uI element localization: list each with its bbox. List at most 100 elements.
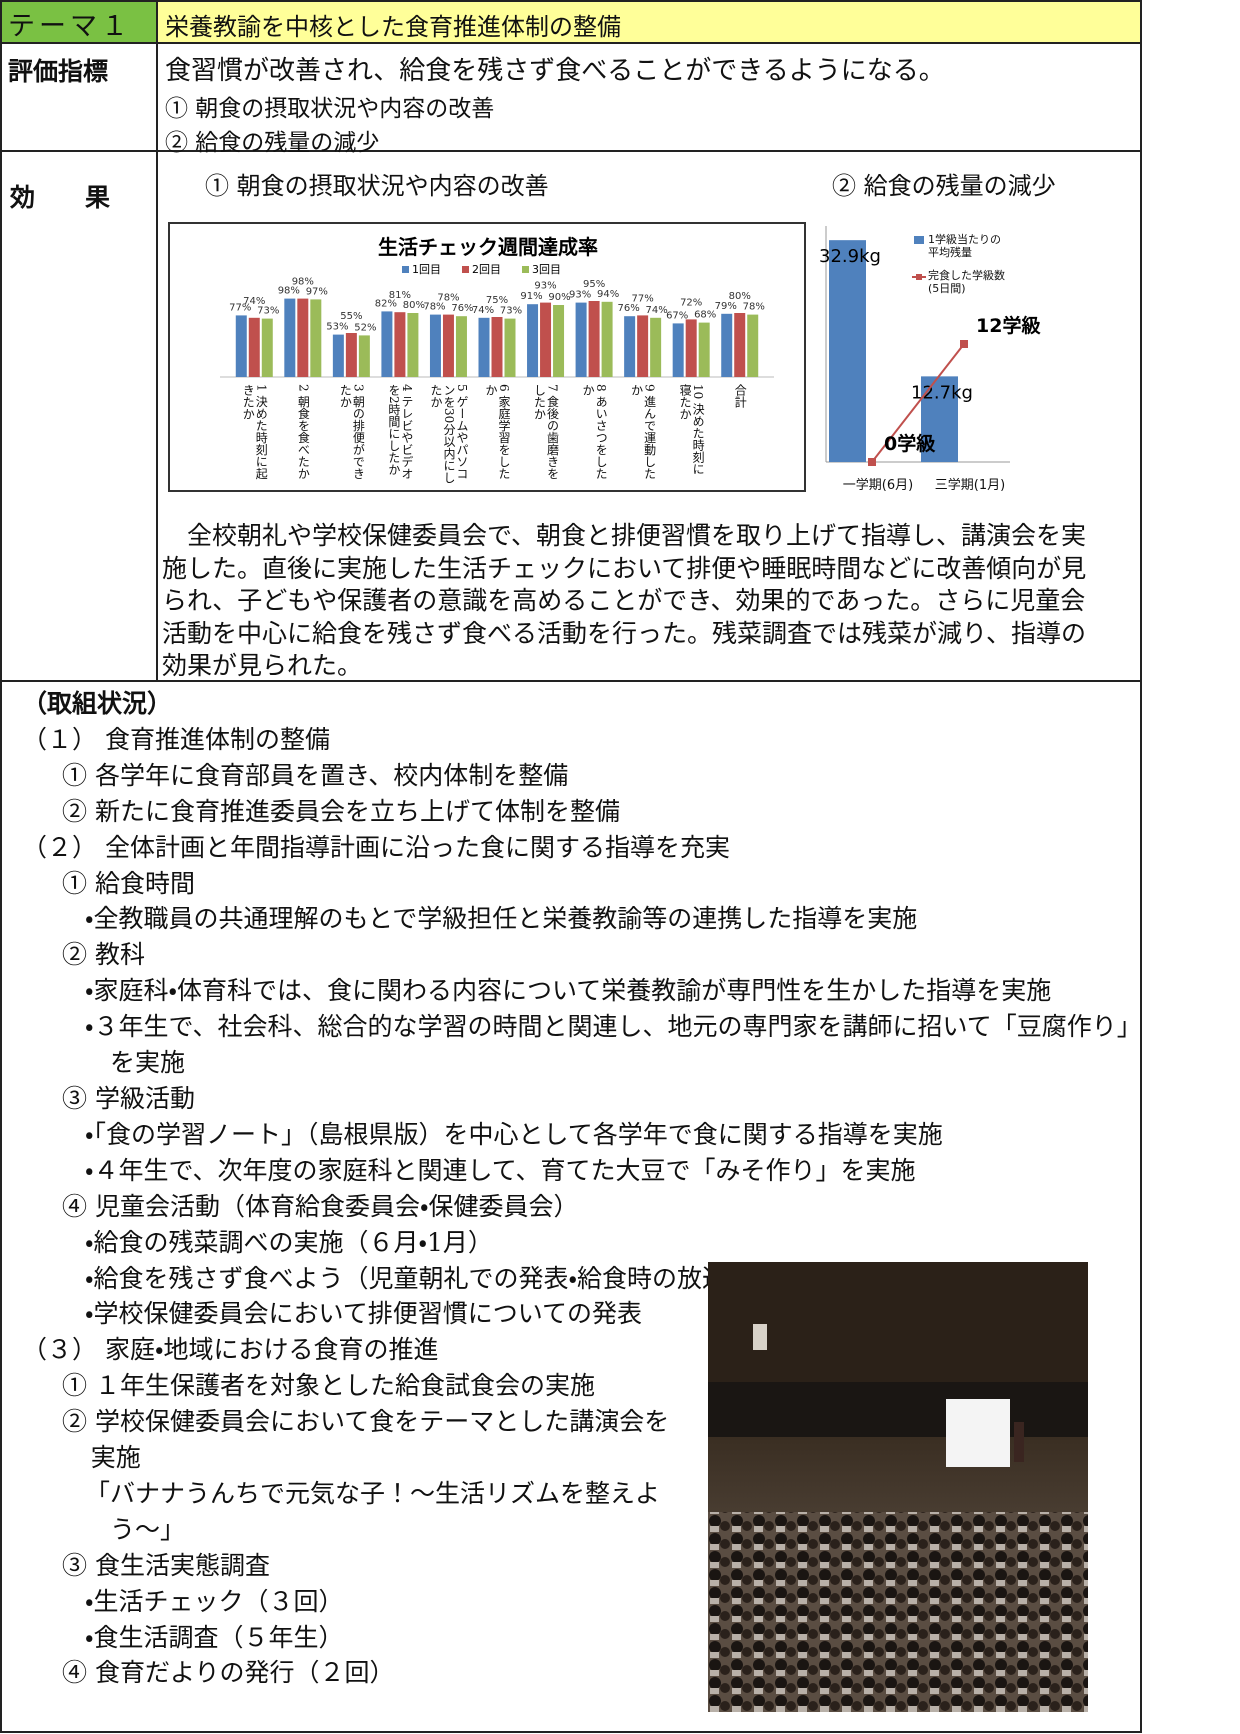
value-label: 78% [423,302,445,313]
bar [310,299,322,377]
legend-label: 完食した学級数(5日間) [928,269,1005,295]
bar [588,301,600,377]
effect-text-line: られ、子どもや保護者の意識を高めることができ、効果的であった。さらに児童会 [162,586,1086,615]
bar [721,313,733,377]
value-label: 93% [534,281,556,292]
theme-label-cell [1,1,157,42]
x-tick-label: 4 テレビやビデオを2時間にしたか [386,384,414,480]
value-label: 91% [520,291,542,302]
border [0,150,1142,152]
bar [429,314,441,377]
x-tick-label: 1 決めた時刻に起きたか [241,384,269,480]
item-title: ① 各学年に食育部員を置き、校内体制を整備 [62,760,569,790]
x-tick-label: 2 朝食を食べたか [296,384,311,480]
item-title: ① 給食時間 [62,868,195,898]
item: ① 給食時間 ・全教職員の共通理解のもとで学級担任と栄養教諭等の連携した指導を実施 [62,866,1135,938]
bar [672,323,684,377]
effect-heading: ① 朝食の摂取状況や内容の改善 [205,172,549,200]
item: ③ 学級活動 ・「食の学習ノート」（島根県版）を中心として各学年で食に関する指導を… [62,1081,1135,1189]
x-tick-label: 3 朝の排便ができたか [338,384,366,480]
item: ② 教科 ・家庭科・体育科では、食に関わる内容について栄養教諭が専門性を生かした指… [62,937,1135,1081]
x-tick-label: 8 あいさつをしたか [581,384,609,480]
photo-sign [753,1324,767,1350]
bullet: ・生活チェック（３回） [85,1586,344,1616]
effect-heading: ② 給食の残量の減少 [832,172,1056,200]
item: ② 学校保健委員会において食をテーマとした講演会を実施 「バナナうんちで元気な子！… [62,1404,672,1548]
bullet: ・学校保健委員会において排便習慣についての発表 [85,1299,643,1329]
value-label: 78% [743,302,765,313]
value-label: 81% [389,290,411,301]
bar [491,317,503,377]
value-label: 82% [375,298,397,309]
value-label: 72% [680,297,702,308]
bar [734,313,746,377]
bar [235,315,247,377]
bullet: ・給食を残さず食べよう（児童朝礼での発表・給食時の放送） [85,1263,753,1293]
section-title: （３） 家庭・地域における食育の推進 [22,1335,439,1365]
legend-swatch [402,266,409,273]
item: ① 各学年に食育部員を置き、校内体制を整備 [62,758,1135,794]
indicator-label: 評価指標 [8,57,109,86]
value-label: 73% [500,306,522,317]
value-label: 0学級 [884,432,936,455]
item: ③ 食生活実態調査 ・生活チェック（３回） ・食生活調査（５年生） [62,1548,672,1656]
bar [504,318,516,377]
effect-text-line: 施した。直後に実施した生活チェックにおいて排便や睡眠時間などに改善傾向が見 [162,553,1087,583]
indicator-line: ① 朝食の摂取状況や内容の改善 [165,96,495,122]
value-label: 74% [472,305,494,316]
bar [394,312,406,377]
bar [637,315,649,377]
bar [297,298,309,377]
bullet: 「バナナうんちで元気な子！～生活リズムを整えよう～」 [85,1478,661,1544]
bar [685,319,697,377]
bar [358,335,370,377]
item: ② 新たに食育推進委員会を立ち上げて体制を整備 [62,794,1135,830]
activities: （取組状況） （１） 食育推進体制の整備 ① 各学年に食育部員を置き、校内体制を整備… [22,686,1135,1691]
line [871,343,965,463]
section-title: （２） 全体計画と年間指導計画に沿った食に関する指導を充実 [22,832,730,862]
item: ④ 食育だよりの発行（２回） [62,1655,672,1691]
bar [381,311,393,377]
value-label: 97% [306,286,328,297]
value-label: 53% [326,322,348,333]
bar [478,317,490,377]
value-label: 98% [292,277,314,288]
section: （１） 食育推進体制の整備 ① 各学年に食育部員を置き、校内体制を整備 ② 新たに食… [22,722,1135,830]
bar [698,322,710,377]
effect-text-line: 活動を中心に給食を残さず食べる活動を行った。残菜調査では残菜が減り、指導の [162,618,1087,648]
bar [601,301,613,377]
photo-crowd [708,1512,1088,1712]
bar [553,305,565,377]
photo-screen [946,1399,1010,1467]
value-label: 32.9kg [819,246,881,267]
legend-label: 1回目 [412,263,441,276]
border [1140,0,1142,1733]
item-title: ② 新たに食育推進委員会を立ち上げて体制を整備 [62,796,620,826]
chart: 32.9kg 12.7kg 0学級 12学級 [819,226,1041,466]
bar [332,334,344,377]
item-title: ① １年生保護者を対象とした給食試食会の実施 [62,1371,595,1401]
value-label: 80% [403,300,425,311]
bar [284,298,296,377]
x-tick-label: 6 家庭学習をしたか [484,384,511,480]
value-label: 79% [715,301,737,312]
item-title: ④ 食育だよりの発行（２回） [62,1658,395,1688]
bar [261,318,273,377]
value-label: 90% [548,292,570,303]
border [0,1731,1142,1733]
line-marker [960,340,968,348]
bar [527,304,539,377]
legend-swatch [522,266,529,273]
bar [624,316,636,377]
value-label: 77% [632,293,654,304]
value-label: 67% [666,310,688,321]
item-title: ④ 児童会活動（体育給食委員会・保健委員会） [62,1191,579,1221]
photo-speaker [1014,1422,1024,1462]
bullet: ・３年生で、社会科、総合的な学習の時間と関連し、地元の専門家を講師に招いて「豆腐… [85,1012,1130,1078]
theme-title: 栄養教諭を中核とした食育推進体制の整備 [165,13,621,41]
activities-heading: （取組状況） [22,689,173,718]
x-tick-label: 合計 [733,384,748,408]
x-tick-label: 三学期(1月) [934,478,1006,493]
